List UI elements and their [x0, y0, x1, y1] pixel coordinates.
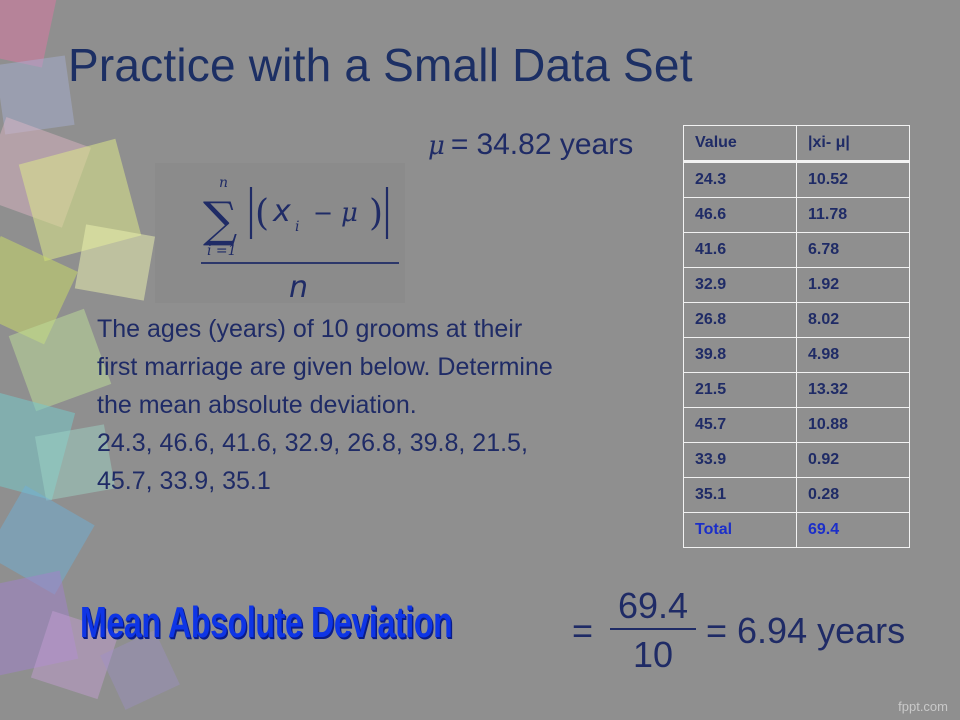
cell-deviation: 11.78 [796, 197, 910, 233]
cell-deviation: 10.52 [796, 161, 910, 198]
cell-value: 45.7 [683, 407, 797, 443]
table-row: 33.9 0.92 [683, 442, 910, 478]
table-row: 39.8 4.98 [683, 337, 910, 373]
formula-x: x [272, 194, 291, 229]
total-value: 69.4 [796, 512, 910, 548]
cell-deviation: 13.32 [796, 372, 910, 408]
slide-title: Practice with a Small Data Set [68, 39, 693, 91]
cell-value: 24.3 [683, 161, 797, 198]
formula-upper-limit: n [219, 175, 228, 191]
mad-formula-graphic: n ∑ i =1 ( x i − μ ) n [201, 175, 399, 303]
mean-value: μ = 34.82 years [428, 128, 633, 162]
mu-symbol: μ [428, 131, 445, 161]
formula-lower-limit: i =1 [207, 243, 237, 259]
header-value: Value [683, 125, 797, 163]
mad-heading: Mean Absolute Deviation [80, 598, 453, 647]
problem-statement: The ages (years) of 10 grooms at their f… [97, 310, 567, 500]
formula-mu: μ [341, 198, 358, 228]
table-row: 46.6 11.78 [683, 197, 910, 233]
cell-deviation: 0.28 [796, 477, 910, 513]
cell-value: 26.8 [683, 302, 797, 338]
cell-deviation: 8.02 [796, 302, 910, 338]
cell-value: 33.9 [683, 442, 797, 478]
mad-numerator: 69.4 [617, 585, 689, 626]
mean-equals: = [450, 128, 469, 161]
deviation-table: Value |xi- μ| 24.3 10.52 46.6 11.78 41.6 6.… [683, 125, 910, 548]
mean-value-text: 34.82 years [476, 128, 634, 161]
table-row: 35.1 0.28 [683, 477, 910, 513]
paren-close: ) [369, 193, 383, 234]
cell-value: 32.9 [683, 267, 797, 303]
mad-formula: n ∑ i =1 ( x i − μ ) n [155, 163, 405, 303]
total-label: Total [683, 512, 797, 548]
cell-value: 41.6 [683, 232, 797, 268]
mad-fraction-bar [610, 628, 696, 630]
mad-equals: = [572, 610, 594, 651]
problem-values: 24.3, 46.6, 41.6, 32.9, 26.8, 39.8, 21.5… [97, 429, 528, 495]
cell-value: 46.6 [683, 197, 797, 233]
cell-deviation: 1.92 [796, 267, 910, 303]
formula-subscript: i [295, 219, 299, 235]
problem-paragraph: The ages (years) of 10 grooms at their f… [97, 315, 553, 419]
table-row: 21.5 13.32 [683, 372, 910, 408]
paren-open: ( [255, 193, 269, 234]
table-header-row: Value |xi- μ| [683, 125, 910, 163]
sigma-icon: ∑ [203, 192, 237, 248]
table-row: 26.8 8.02 [683, 302, 910, 338]
watermark: fppt.com [898, 699, 948, 714]
cell-value: 35.1 [683, 477, 797, 513]
mad-fraction: 69.4 10 [608, 585, 698, 676]
header-abs-deviation: |xi- μ| [796, 125, 910, 163]
table-row: 32.9 1.92 [683, 267, 910, 303]
cell-deviation: 0.92 [796, 442, 910, 478]
mad-result: = 6.94 years [706, 610, 906, 651]
table-row: 24.3 10.52 [683, 161, 910, 198]
cell-deviation: 4.98 [796, 337, 910, 373]
table-row: 45.7 10.88 [683, 407, 910, 443]
cell-deviation: 10.88 [796, 407, 910, 443]
formula-denominator: n [289, 270, 308, 303]
table-row: 41.6 6.78 [683, 232, 910, 268]
formula-minus: − [313, 199, 333, 227]
table-total-row: Total 69.4 [683, 512, 910, 548]
cell-value: 39.8 [683, 337, 797, 373]
cell-value: 21.5 [683, 372, 797, 408]
decorative-shapes [0, 0, 180, 710]
mad-denominator: 10 [632, 634, 674, 675]
cell-deviation: 6.78 [796, 232, 910, 268]
